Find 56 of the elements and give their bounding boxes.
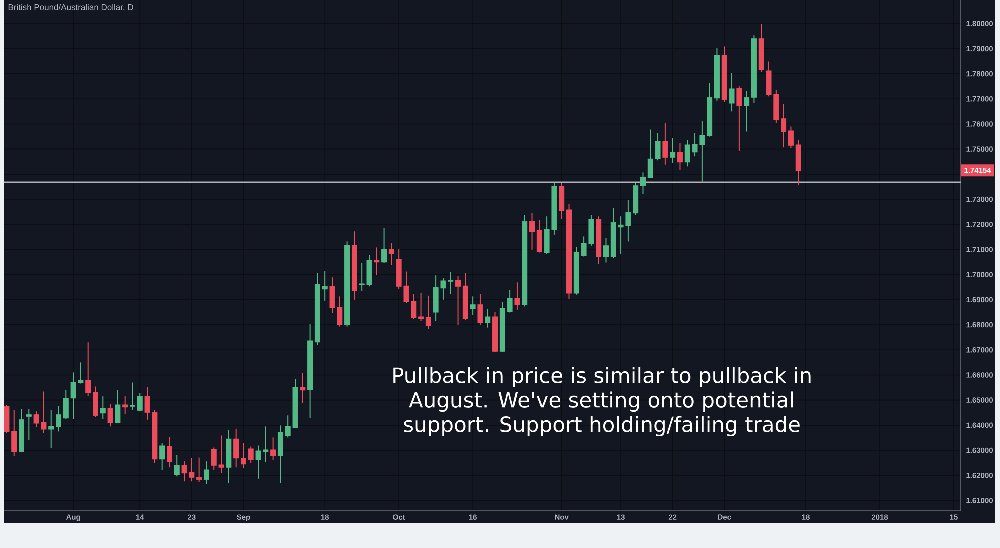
candlestick [160,442,166,471]
candlestick [278,425,284,484]
candlestick [448,272,454,295]
candlestick [93,386,98,418]
candlestick [382,228,388,264]
candlestick [662,122,668,166]
candlestick [240,442,246,469]
candlestick [300,372,306,404]
chart-title: British Pound/Australian Dollar, D [8,4,134,12]
candlestick [108,404,114,428]
candlestick [26,408,32,440]
candlestick [48,410,54,449]
candlestick [270,437,276,461]
candlestick [677,142,683,170]
candlestick [478,294,484,326]
candlestick [122,396,128,415]
candlestick [211,447,217,471]
candlestick [530,212,536,250]
candlestick [640,172,646,195]
candlestick [115,390,121,424]
annotation: Pullback in price is similar to pullback in August. We've setting onto potential support. Support holding/failing trade [394,367,811,437]
candlestick [234,428,240,468]
candlestick [322,271,328,302]
candlestick [670,138,676,164]
candlestick [655,132,661,162]
candlestick [788,126,794,149]
candlestick [729,72,735,112]
candlestick [514,282,520,310]
candlestick [418,292,424,322]
candlestick [374,247,380,276]
candlestick [137,392,143,412]
candlestick [744,90,750,132]
candlestick [86,342,92,398]
candlestick [648,129,654,179]
candlestick [470,296,476,316]
candlestick [684,140,690,168]
candlestick [100,396,106,420]
candlestick [204,461,210,485]
candlestick [56,406,62,432]
candlestick [507,290,513,314]
candlestick [130,382,136,411]
candlestick [536,220,542,254]
candlestick [63,390,69,420]
candlestick [388,242,394,266]
candlestick [248,446,254,464]
candlestick [456,276,462,326]
candlestick [604,238,609,264]
candlestick [166,436,172,468]
candlestick [781,104,787,148]
candlestick [736,86,742,152]
candlestick [174,454,180,478]
candlestick [12,410,18,458]
candlestick [218,435,224,474]
candlestick [485,308,491,328]
candlestick [196,457,202,483]
candlestick [426,295,432,330]
